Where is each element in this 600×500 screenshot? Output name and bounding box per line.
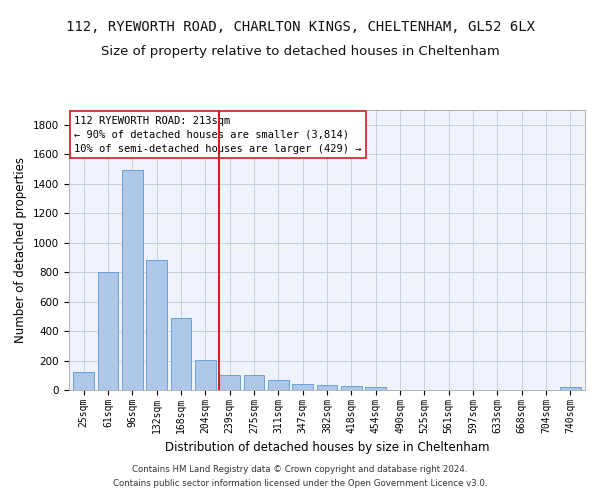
Bar bbox=[122, 170, 143, 390]
Bar bbox=[365, 387, 386, 390]
Text: Contains HM Land Registry data © Crown copyright and database right 2024.
Contai: Contains HM Land Registry data © Crown c… bbox=[113, 466, 487, 487]
Bar bbox=[244, 374, 265, 390]
X-axis label: Distribution of detached houses by size in Cheltenham: Distribution of detached houses by size … bbox=[165, 441, 489, 454]
Bar bbox=[292, 384, 313, 390]
Bar bbox=[219, 374, 240, 390]
Bar bbox=[195, 360, 215, 390]
Text: 112 RYEWORTH ROAD: 213sqm
← 90% of detached houses are smaller (3,814)
10% of se: 112 RYEWORTH ROAD: 213sqm ← 90% of detac… bbox=[74, 116, 362, 154]
Bar bbox=[98, 272, 118, 390]
Bar bbox=[170, 318, 191, 390]
Text: Size of property relative to detached houses in Cheltenham: Size of property relative to detached ho… bbox=[101, 45, 499, 58]
Bar bbox=[146, 260, 167, 390]
Text: 112, RYEWORTH ROAD, CHARLTON KINGS, CHELTENHAM, GL52 6LX: 112, RYEWORTH ROAD, CHARLTON KINGS, CHEL… bbox=[65, 20, 535, 34]
Y-axis label: Number of detached properties: Number of detached properties bbox=[14, 157, 28, 343]
Bar bbox=[560, 387, 581, 390]
Bar bbox=[341, 386, 362, 390]
Bar bbox=[317, 385, 337, 390]
Bar bbox=[268, 380, 289, 390]
Bar bbox=[73, 372, 94, 390]
